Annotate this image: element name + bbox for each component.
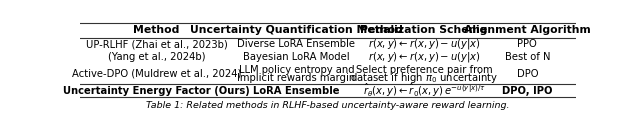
Text: (Yang et al., 2024b): (Yang et al., 2024b) (108, 52, 205, 62)
Text: Penalization Scheme: Penalization Scheme (360, 25, 488, 35)
Text: $r(x,y) \leftarrow r(x,y) - u(y|x)$: $r(x,y) \leftarrow r(x,y) - u(y|x)$ (367, 37, 481, 51)
Text: dataset if high $\pi_0$ uncertainty: dataset if high $\pi_0$ uncertainty (349, 71, 499, 85)
Text: Uncertainty Quantification Method: Uncertainty Quantification Method (190, 25, 403, 35)
Text: Active-DPO (Muldrew et al., 2024): Active-DPO (Muldrew et al., 2024) (72, 69, 241, 79)
Text: LoRA Ensemble: LoRA Ensemble (253, 86, 340, 96)
Text: Method: Method (134, 25, 180, 35)
Text: Bayesian LoRA Model: Bayesian LoRA Model (243, 52, 349, 62)
Text: UP-RLHF (Zhai et al., 2023b): UP-RLHF (Zhai et al., 2023b) (86, 39, 228, 49)
Text: DPO, IPO: DPO, IPO (502, 86, 552, 96)
Text: PPO: PPO (517, 39, 537, 49)
Text: Uncertainty Energy Factor (Ours): Uncertainty Energy Factor (Ours) (63, 86, 250, 96)
Text: Alignment Algorithm: Alignment Algorithm (464, 25, 591, 35)
Text: $r(x,y) \leftarrow r(x,y) - u(y|x)$: $r(x,y) \leftarrow r(x,y) - u(y|x)$ (367, 50, 481, 64)
Text: Best of N: Best of N (504, 52, 550, 62)
Text: Select preference pair from: Select preference pair from (356, 65, 492, 75)
Text: Implicit rewards margin: Implicit rewards margin (237, 73, 356, 83)
Text: $\hat{r}_{\theta}(x,y) \leftarrow \hat{r}_0(x,y)\,e^{-u(y|x)/\tau}$: $\hat{r}_{\theta}(x,y) \leftarrow \hat{r… (363, 82, 485, 99)
Text: DPO: DPO (516, 69, 538, 79)
Text: Diverse LoRA Ensemble: Diverse LoRA Ensemble (237, 39, 355, 49)
Text: Table 1: Related methods in RLHF-based uncertainty-aware reward learning.: Table 1: Related methods in RLHF-based u… (147, 101, 509, 110)
Text: LLM policy entropy and: LLM policy entropy and (239, 65, 354, 75)
